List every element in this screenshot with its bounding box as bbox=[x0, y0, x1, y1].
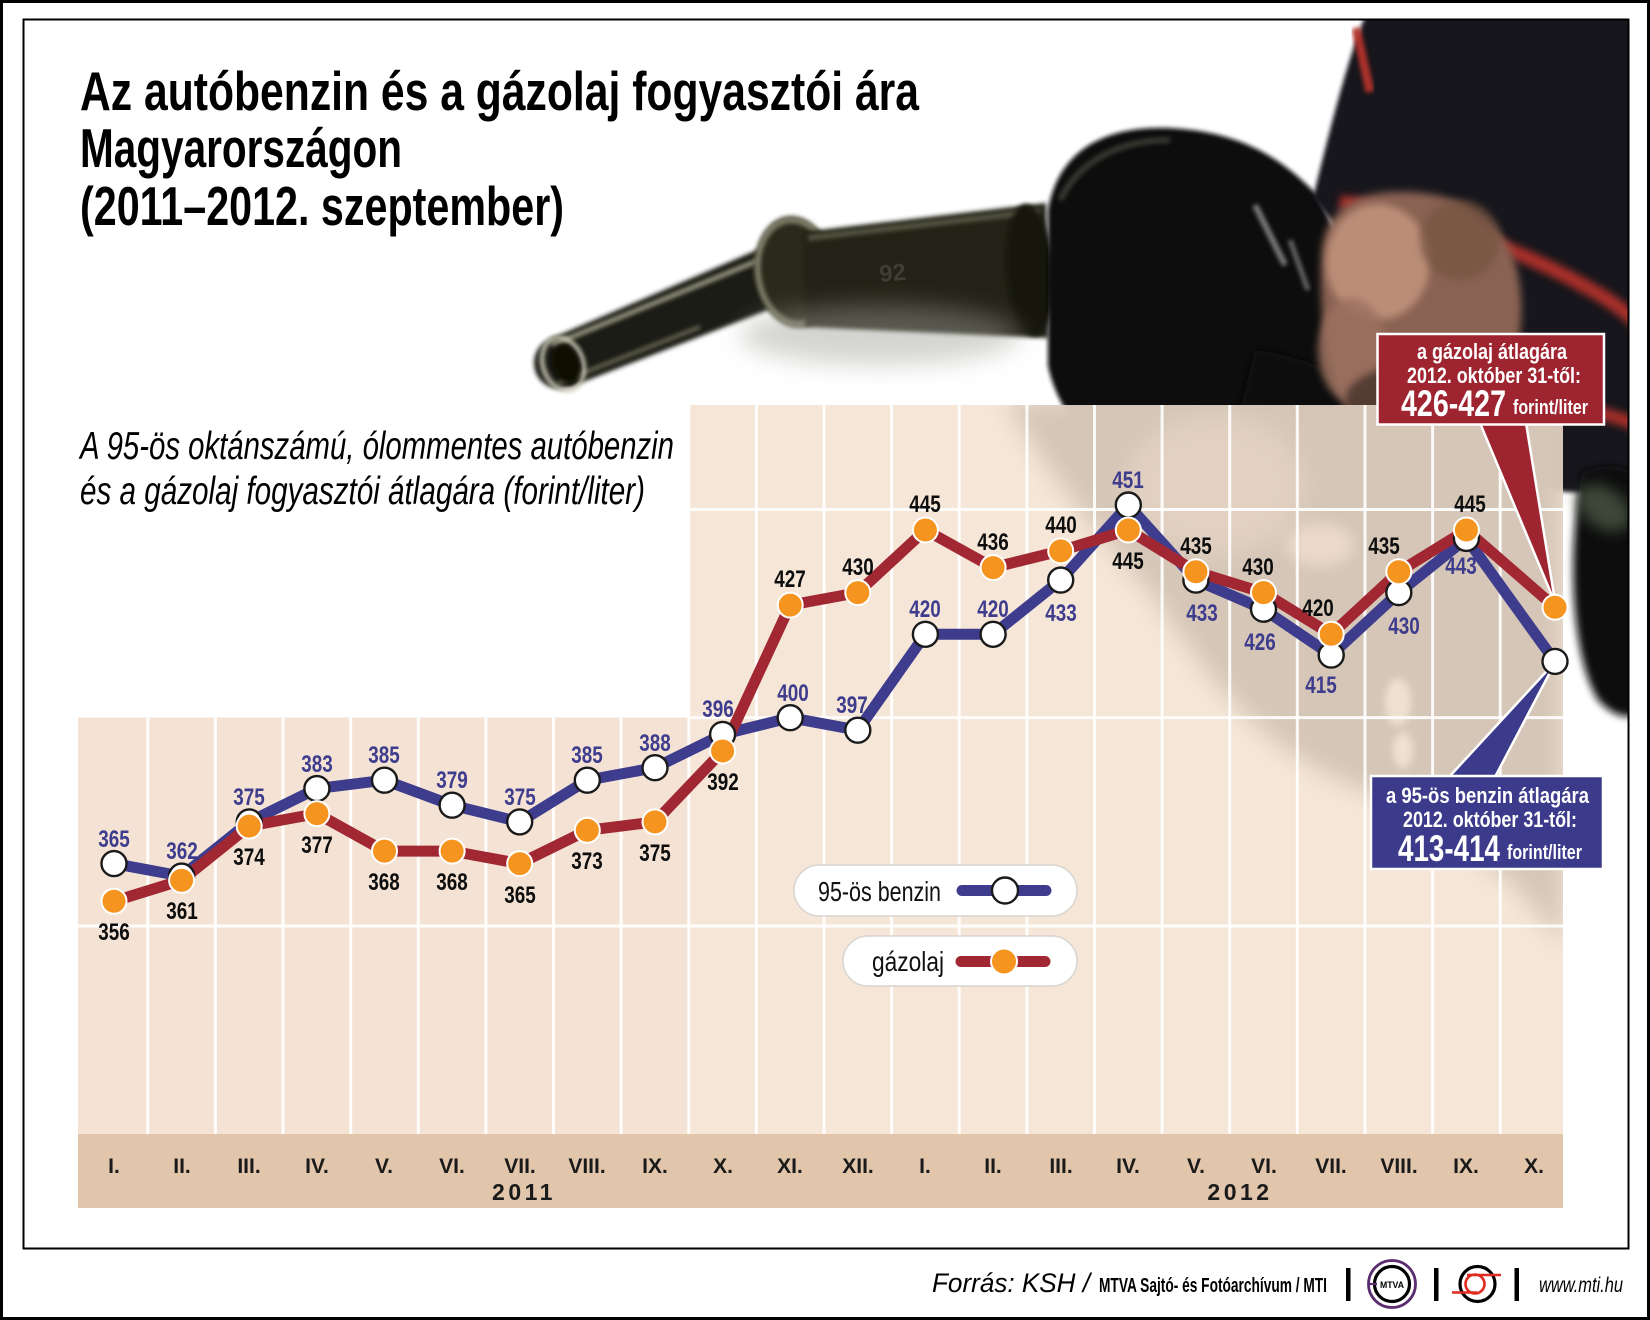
svg-text:430: 430 bbox=[1242, 554, 1274, 581]
svg-text:451: 451 bbox=[1112, 467, 1144, 494]
svg-text:436: 436 bbox=[977, 529, 1009, 556]
svg-text:II.: II. bbox=[984, 1155, 1002, 1178]
svg-text:365: 365 bbox=[504, 882, 536, 909]
svg-text:445: 445 bbox=[1454, 491, 1486, 518]
svg-text:95-ös benzin: 95-ös benzin bbox=[818, 876, 941, 907]
svg-text:VI.: VI. bbox=[439, 1155, 465, 1178]
svg-text:(2011–2012. szeptember): (2011–2012. szeptember) bbox=[80, 175, 564, 237]
svg-text:I.: I. bbox=[108, 1155, 120, 1178]
svg-text:A 95-ös oktánszámú, ólommentes: A 95-ös oktánszámú, ólommentes autóbenzi… bbox=[78, 425, 674, 468]
svg-text:385: 385 bbox=[368, 742, 400, 769]
svg-text:2012. október 31-től:: 2012. október 31-től: bbox=[1403, 807, 1577, 832]
svg-text:III.: III. bbox=[237, 1155, 260, 1178]
svg-text:365: 365 bbox=[98, 826, 130, 853]
svg-text:V.: V. bbox=[375, 1155, 393, 1178]
svg-text:420: 420 bbox=[909, 596, 941, 623]
svg-text:420: 420 bbox=[1302, 595, 1334, 622]
svg-text:375: 375 bbox=[639, 840, 671, 867]
svg-text:a gázolaj átlagára: a gázolaj átlagára bbox=[1417, 339, 1567, 364]
svg-text:IV.: IV. bbox=[305, 1155, 329, 1178]
svg-text:VII.: VII. bbox=[1315, 1155, 1347, 1178]
svg-text:X.: X. bbox=[1524, 1155, 1544, 1178]
svg-text:356: 356 bbox=[98, 919, 130, 946]
svg-text:VIII.: VIII. bbox=[1380, 1155, 1417, 1178]
svg-text:427: 427 bbox=[774, 566, 806, 593]
svg-text:III.: III. bbox=[1049, 1155, 1072, 1178]
svg-text:415: 415 bbox=[1305, 672, 1337, 699]
svg-text:374: 374 bbox=[233, 844, 265, 871]
svg-text:426: 426 bbox=[1244, 629, 1276, 656]
svg-text:II.: II. bbox=[173, 1155, 191, 1178]
svg-text:445: 445 bbox=[1112, 548, 1144, 575]
svg-text:392: 392 bbox=[707, 769, 739, 796]
svg-text:430: 430 bbox=[1388, 613, 1420, 640]
svg-text:XII.: XII. bbox=[842, 1155, 874, 1178]
svg-text:2012. október 31-től:: 2012. október 31-től: bbox=[1407, 363, 1581, 388]
svg-text:MTVA Sajtó- és Fotóarchívum /: MTVA Sajtó- és Fotóarchívum / MTI bbox=[1099, 1275, 1327, 1297]
svg-text:VI.: VI. bbox=[1251, 1155, 1277, 1178]
svg-text:377: 377 bbox=[301, 832, 333, 859]
svg-text:426-427: 426-427 bbox=[1401, 383, 1506, 424]
svg-text:361: 361 bbox=[166, 898, 198, 925]
svg-text:I.: I. bbox=[919, 1155, 931, 1178]
svg-text:MTVA: MTVA bbox=[1380, 1280, 1404, 1290]
svg-text:435: 435 bbox=[1368, 533, 1400, 560]
svg-text:VII.: VII. bbox=[504, 1155, 536, 1178]
svg-text:443: 443 bbox=[1445, 553, 1477, 580]
svg-text:373: 373 bbox=[571, 848, 603, 875]
svg-text:XI.: XI. bbox=[777, 1155, 803, 1178]
svg-text:397: 397 bbox=[836, 692, 868, 719]
svg-text:X.: X. bbox=[713, 1155, 733, 1178]
svg-text:368: 368 bbox=[436, 869, 468, 896]
svg-text:IV.: IV. bbox=[1116, 1155, 1140, 1178]
svg-text:a 95-ös benzin átlagára: a 95-ös benzin átlagára bbox=[1386, 783, 1589, 808]
svg-text:440: 440 bbox=[1045, 512, 1077, 539]
svg-text:379: 379 bbox=[436, 767, 468, 794]
svg-text:Az autóbenzin és a gázolaj fog: Az autóbenzin és a gázolaj fogyasztói ár… bbox=[80, 60, 919, 122]
svg-text:420: 420 bbox=[977, 596, 1009, 623]
svg-text:368: 368 bbox=[368, 869, 400, 896]
svg-text:forint/liter: forint/liter bbox=[1513, 397, 1588, 419]
svg-text:445: 445 bbox=[909, 491, 941, 518]
svg-text:és a gázolaj fogyasztói átlagá: és a gázolaj fogyasztói átlagára (forint… bbox=[80, 470, 645, 513]
svg-text:375: 375 bbox=[233, 784, 265, 811]
svg-text:Forrás: KSH /: Forrás: KSH / bbox=[932, 1268, 1093, 1298]
svg-text:383: 383 bbox=[301, 751, 333, 778]
svg-text:385: 385 bbox=[571, 742, 603, 769]
svg-text:www.mti.hu: www.mti.hu bbox=[1539, 1273, 1623, 1297]
svg-text:413-414: 413-414 bbox=[1398, 828, 1500, 869]
svg-text:400: 400 bbox=[777, 680, 809, 707]
svg-text:V.: V. bbox=[1187, 1155, 1205, 1178]
svg-text:430: 430 bbox=[842, 554, 874, 581]
svg-text:Magyarországon: Magyarországon bbox=[80, 117, 402, 179]
svg-text:375: 375 bbox=[504, 784, 536, 811]
svg-text:gázolaj: gázolaj bbox=[872, 946, 944, 977]
svg-text:2012: 2012 bbox=[1207, 1179, 1272, 1205]
svg-text:435: 435 bbox=[1180, 533, 1212, 560]
svg-text:388: 388 bbox=[639, 730, 671, 757]
svg-text:433: 433 bbox=[1045, 600, 1077, 627]
svg-text:forint/liter: forint/liter bbox=[1507, 842, 1582, 864]
svg-text:92: 92 bbox=[878, 259, 907, 288]
svg-text:IX.: IX. bbox=[642, 1155, 668, 1178]
svg-text:VIII.: VIII. bbox=[568, 1155, 605, 1178]
svg-text:2011: 2011 bbox=[492, 1179, 556, 1205]
svg-text:433: 433 bbox=[1186, 600, 1218, 627]
svg-text:362: 362 bbox=[166, 838, 198, 865]
svg-text:IX.: IX. bbox=[1453, 1155, 1479, 1178]
svg-text:396: 396 bbox=[702, 696, 734, 723]
